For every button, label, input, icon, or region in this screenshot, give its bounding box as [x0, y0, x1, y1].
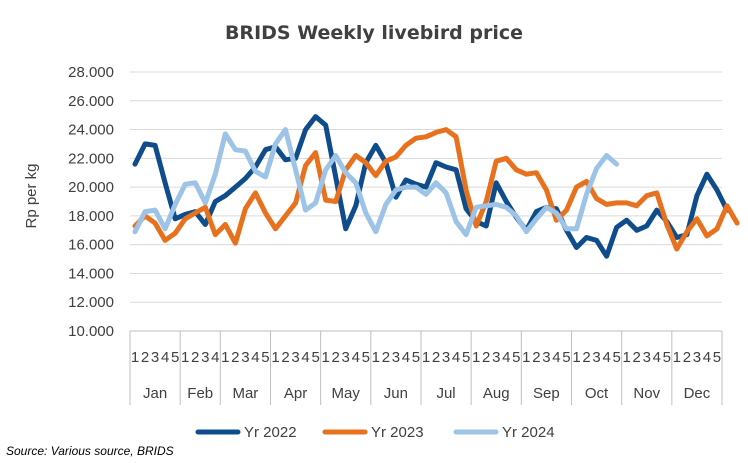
week-tick-label: 3 [291, 349, 299, 366]
week-tick-label: 4 [301, 349, 309, 366]
month-label: Jun [384, 385, 408, 402]
week-tick-label: 2 [231, 349, 239, 366]
week-tick-label: 1 [131, 349, 139, 366]
month-label: Sep [533, 385, 560, 402]
week-tick-label: 4 [211, 349, 219, 366]
legend-label: Yr 2023 [371, 424, 424, 441]
y-tick-label: 10.000 [68, 323, 114, 340]
week-tick-label: 5 [261, 349, 269, 366]
y-tick-label: 12.000 [68, 294, 114, 311]
week-tick-label: 5 [612, 349, 620, 366]
week-tick-label: 5 [311, 349, 319, 366]
week-tick-label: 2 [482, 349, 490, 366]
month-label: Nov [633, 385, 660, 402]
week-tick-label: 4 [161, 349, 169, 366]
week-tick-label: 3 [643, 349, 651, 366]
week-tick-label: 3 [492, 349, 500, 366]
week-tick-label: 5 [462, 349, 470, 366]
week-tick-label: 1 [422, 349, 430, 366]
week-tick-label: 5 [171, 349, 179, 366]
week-tick-label: 4 [552, 349, 560, 366]
y-tick-label: 26.000 [68, 93, 114, 110]
month-label: Mar [232, 385, 258, 402]
week-tick-label: 3 [342, 349, 350, 366]
series-line-yr-2024 [132, 127, 620, 238]
week-tick-label: 3 [592, 349, 600, 366]
month-label: Oct [585, 385, 609, 402]
week-tick-label: 3 [241, 349, 249, 366]
series-lines [132, 114, 740, 259]
week-tick-label: 1 [673, 349, 681, 366]
week-tick-label: 1 [572, 349, 580, 366]
week-tick-label: 4 [452, 349, 460, 366]
week-tick-label: 2 [683, 349, 691, 366]
week-tick-label: 3 [542, 349, 550, 366]
week-tick-label: 5 [713, 349, 721, 366]
week-tick-label: 5 [512, 349, 520, 366]
week-tick-label: 3 [392, 349, 400, 366]
source-note: Source: Various source, BRIDS [6, 444, 174, 458]
week-tick-label: 4 [703, 349, 711, 366]
month-label: Aug [483, 385, 510, 402]
month-label: Feb [187, 385, 213, 402]
week-tick-label: 1 [181, 349, 189, 366]
month-label: May [332, 385, 361, 402]
week-tick-label: 3 [442, 349, 450, 366]
legend: Yr 2022 Yr 2023 Yr 2024 [195, 424, 555, 441]
week-tick-label: 2 [532, 349, 540, 366]
chart-title: BRIDS Weekly livebird price [225, 22, 523, 44]
series-line-yr-2023 [132, 127, 740, 252]
week-tick-label: 1 [321, 349, 329, 366]
week-tick-label: 2 [382, 349, 390, 366]
week-tick-label: 3 [201, 349, 209, 366]
week-tick-label: 1 [522, 349, 530, 366]
week-tick-label: 1 [221, 349, 229, 366]
week-tick-label: 1 [271, 349, 279, 366]
week-tick-label: 3 [151, 349, 159, 366]
week-tick-label: 4 [602, 349, 610, 366]
week-tick-label: 1 [623, 349, 631, 366]
week-tick-label: 2 [582, 349, 590, 366]
y-tick-label: 20.000 [68, 179, 114, 196]
month-label: Jul [436, 385, 455, 402]
week-tick-label: 1 [472, 349, 480, 366]
month-label: Jan [143, 385, 167, 402]
week-tick-label: 5 [362, 349, 370, 366]
week-tick-label: 4 [402, 349, 410, 366]
series-line-yr-2022 [132, 114, 730, 259]
week-tick-label: 5 [562, 349, 570, 366]
y-tick-label: 18.000 [68, 208, 114, 225]
y-axis-label: Rp per kg [23, 163, 40, 228]
y-tick-label: 14.000 [68, 265, 114, 282]
week-tick-label: 4 [352, 349, 360, 366]
week-tick-label: 4 [502, 349, 510, 366]
y-tick-label: 16.000 [68, 237, 114, 254]
y-tick-label: 24.000 [68, 122, 114, 139]
week-tick-label: 1 [372, 349, 380, 366]
week-tick-label: 2 [633, 349, 641, 366]
week-tick-label: 2 [141, 349, 149, 366]
week-tick-label: 4 [653, 349, 661, 366]
y-tick-label: 22.000 [68, 150, 114, 167]
week-tick-label: 2 [281, 349, 289, 366]
week-tick-label: 2 [332, 349, 340, 366]
y-tick-labels: 10.000 12.000 14.000 16.000 18.000 20.000 22.0… [68, 64, 114, 340]
month-label: Dec [684, 385, 711, 402]
week-tick-label: 5 [412, 349, 420, 366]
week-tick-label: 4 [251, 349, 259, 366]
legend-label: Yr 2022 [244, 424, 297, 441]
legend-label: Yr 2024 [502, 424, 555, 441]
week-tick-label: 2 [432, 349, 440, 366]
week-tick-label: 2 [191, 349, 199, 366]
week-tick-label: 3 [693, 349, 701, 366]
y-tick-label: 28.000 [68, 64, 114, 81]
month-label: Apr [284, 385, 307, 402]
week-tick-label: 5 [663, 349, 671, 366]
